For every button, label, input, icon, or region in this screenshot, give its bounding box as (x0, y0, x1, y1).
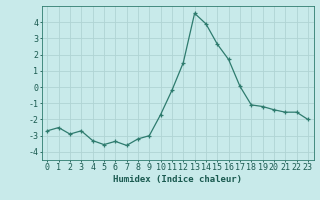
X-axis label: Humidex (Indice chaleur): Humidex (Indice chaleur) (113, 175, 242, 184)
